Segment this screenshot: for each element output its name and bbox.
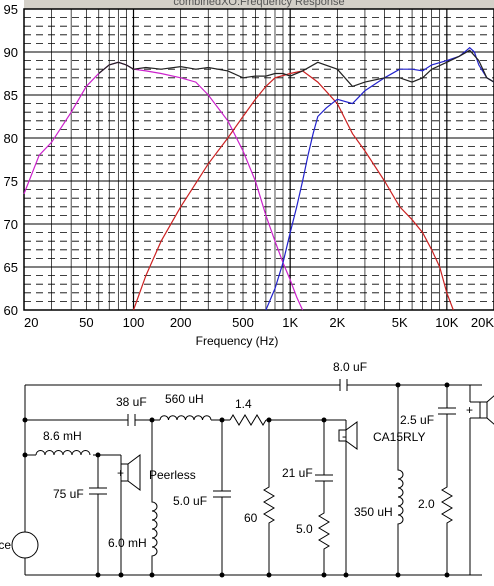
- x-axis-label: Frequency (Hz): [196, 334, 279, 348]
- y-tick-label: 75: [4, 174, 18, 189]
- woofer-speaker-icon: [120, 454, 141, 491]
- inductor-8-6mh-symbol: [35, 450, 91, 456]
- tweeter-plus-mark: +: [466, 403, 473, 417]
- inductor-6mh-symbol: [151, 420, 158, 575]
- label-2ohm: 2.0: [418, 497, 435, 511]
- zobel-21uf-5ohm-symbol: [315, 420, 333, 575]
- label-350uh: 350 uH: [354, 505, 393, 519]
- label-8uf: 8.0 uF: [333, 360, 367, 374]
- y-tick-label: 65: [4, 260, 18, 275]
- x-tick-label: 20K: [471, 315, 494, 330]
- chart-series: [23, 46, 494, 311]
- chart-title: combinedXO:Frequency Response: [173, 0, 344, 8]
- resistor-60-symbol: [263, 420, 275, 575]
- y-tick-label: 60: [4, 303, 18, 318]
- series-line-4: [98, 49, 494, 88]
- inductor-560uh-symbol: [159, 415, 212, 421]
- y-tick-label: 85: [4, 88, 18, 103]
- y-tick-label: 90: [4, 45, 18, 60]
- label-ca15rly: CA15RLY: [373, 430, 425, 444]
- series-line-2: [132, 70, 454, 311]
- source-icon: [11, 531, 39, 559]
- label-5ohm: 5.0: [296, 522, 313, 536]
- x-tick-label: 500: [232, 315, 254, 330]
- series-line-3: [265, 46, 494, 311]
- x-axis-ticks: 20 50 100 200 500 1K 2K 5K 10K 20K: [24, 315, 494, 330]
- crossover-schematic: + - + 8.0 uF 38 uF 560 uH 1.4 8.6 mH 75 …: [0, 352, 494, 586]
- junction-dots: [22, 382, 450, 578]
- x-tick-label: 20: [24, 315, 38, 330]
- frequency-response-chart: combinedXO:Frequency Response 60 65 70 75 80…: [3, 0, 494, 348]
- x-tick-label: 200: [170, 315, 192, 330]
- resistor-1-4-symbol: [229, 414, 267, 426]
- chart-grid: [24, 9, 494, 310]
- label-8-6mh: 8.6 mH: [43, 429, 82, 443]
- label-560uh: 560 uH: [165, 392, 204, 406]
- label-1-4: 1.4: [235, 397, 252, 411]
- chart-title-bar: [24, 0, 494, 9]
- capacitor-38uf-symbol: [127, 414, 146, 426]
- x-tick-label: 1K: [282, 315, 298, 330]
- midrange-speaker-icon: [338, 421, 358, 450]
- label-38uf: 38 uF: [116, 395, 147, 409]
- y-axis-ticks: 60 65 70 75 80 85 90 95: [4, 2, 18, 318]
- label-5uf: 5.0 uF: [173, 494, 207, 508]
- midrange-minus-mark: -: [342, 429, 346, 443]
- inductor-350uh-symbol: [397, 385, 404, 575]
- y-tick-label: 95: [4, 2, 18, 17]
- capacitor-75uf-symbol: [89, 455, 107, 575]
- woofer-plus-mark: +: [117, 466, 124, 480]
- label-2-5uf: 2.5 uF: [400, 413, 434, 427]
- x-tick-label: 5K: [392, 315, 408, 330]
- capacitor-2-5uf-symbol: [438, 385, 456, 575]
- x-tick-label: 2K: [329, 315, 345, 330]
- tweeter-speaker-icon: [470, 395, 494, 425]
- label-peerless: Peerless: [149, 468, 196, 482]
- label-6mh: 6.0 mH: [108, 536, 147, 550]
- label-60: 60: [244, 511, 258, 525]
- capacitor-5uf-symbol: [213, 420, 231, 575]
- label-21uf: 21 uF: [282, 466, 313, 480]
- y-tick-label: 70: [4, 217, 18, 232]
- x-tick-label: 100: [123, 315, 145, 330]
- capacitor-8uf-symbol: [339, 379, 357, 391]
- x-tick-label: 50: [79, 315, 93, 330]
- plot-frame: [23, 8, 494, 311]
- series-line-1: [23, 61, 304, 311]
- label-source: Source: [0, 538, 11, 552]
- label-75uf: 75 uF: [53, 487, 84, 501]
- x-tick-label: 10K: [435, 315, 458, 330]
- y-tick-label: 80: [4, 131, 18, 146]
